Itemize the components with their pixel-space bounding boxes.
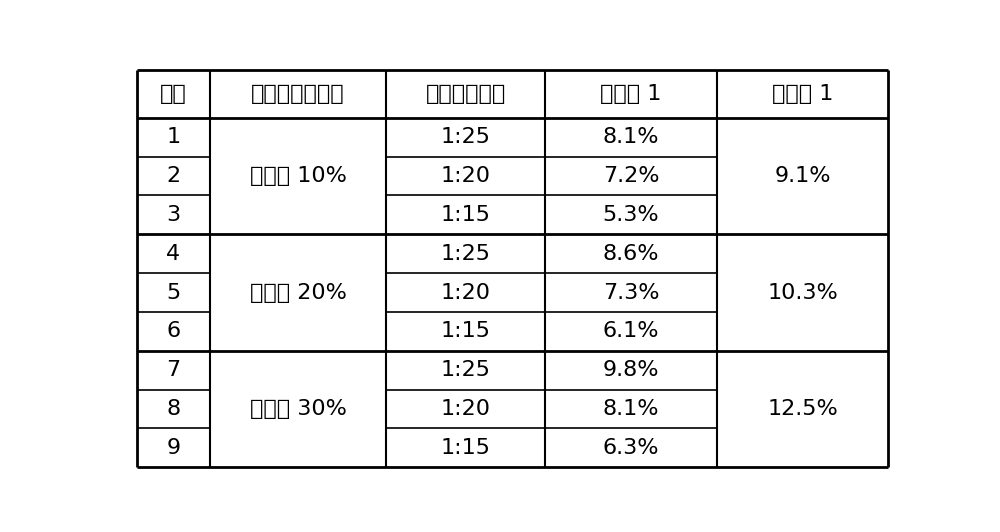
Text: 对比例 1: 对比例 1 [772, 84, 833, 104]
Text: 蛋白冻添加比例: 蛋白冻添加比例 [251, 84, 345, 104]
Text: 总量的 20%: 总量的 20% [250, 282, 346, 303]
Text: 总量的 10%: 总量的 10% [250, 166, 346, 186]
Text: 4: 4 [166, 244, 180, 264]
Text: 蛋白复水比例: 蛋白复水比例 [425, 84, 506, 104]
Text: 7.2%: 7.2% [603, 166, 659, 186]
Text: 1:20: 1:20 [441, 282, 491, 303]
Text: 1:20: 1:20 [441, 399, 491, 419]
Text: 7.3%: 7.3% [603, 282, 659, 303]
Text: 实施例 1: 实施例 1 [600, 84, 662, 104]
Text: 1:15: 1:15 [441, 438, 491, 458]
Text: 9.8%: 9.8% [603, 360, 659, 380]
Text: 5.3%: 5.3% [603, 205, 659, 225]
Text: 5: 5 [166, 282, 181, 303]
Text: 序号: 序号 [160, 84, 187, 104]
Text: 1:25: 1:25 [441, 127, 491, 147]
Text: 6.3%: 6.3% [603, 438, 659, 458]
Text: 1:25: 1:25 [441, 244, 491, 264]
Text: 总量的 30%: 总量的 30% [250, 399, 346, 419]
Text: 3: 3 [166, 205, 180, 225]
Text: 1:20: 1:20 [441, 166, 491, 186]
Text: 1:25: 1:25 [441, 360, 491, 380]
Text: 1:15: 1:15 [441, 321, 491, 342]
Text: 1: 1 [166, 127, 180, 147]
Text: 8: 8 [166, 399, 180, 419]
Text: 1:15: 1:15 [441, 205, 491, 225]
Text: 2: 2 [166, 166, 180, 186]
Text: 7: 7 [166, 360, 180, 380]
Text: 9.1%: 9.1% [774, 166, 831, 186]
Text: 8.1%: 8.1% [603, 399, 659, 419]
Text: 6: 6 [166, 321, 180, 342]
Text: 6.1%: 6.1% [603, 321, 659, 342]
Text: 8.6%: 8.6% [603, 244, 659, 264]
Text: 8.1%: 8.1% [603, 127, 659, 147]
Text: 10.3%: 10.3% [767, 282, 838, 303]
Text: 12.5%: 12.5% [767, 399, 838, 419]
Text: 9: 9 [166, 438, 180, 458]
